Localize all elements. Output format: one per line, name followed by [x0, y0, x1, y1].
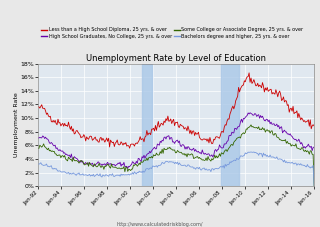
Bar [221, 64, 239, 186]
Bar [142, 64, 152, 186]
Legend: Less than a High School Diploma, 25 yrs. & over, High School Graduates, No Colle: Less than a High School Diploma, 25 yrs.… [41, 27, 304, 39]
Y-axis label: Unemployment Rate: Unemployment Rate [14, 92, 19, 157]
Text: http://www.calculatedriskblog.com/: http://www.calculatedriskblog.com/ [117, 222, 203, 227]
Title: Unemployment Rate by Level of Education: Unemployment Rate by Level of Education [86, 54, 266, 63]
